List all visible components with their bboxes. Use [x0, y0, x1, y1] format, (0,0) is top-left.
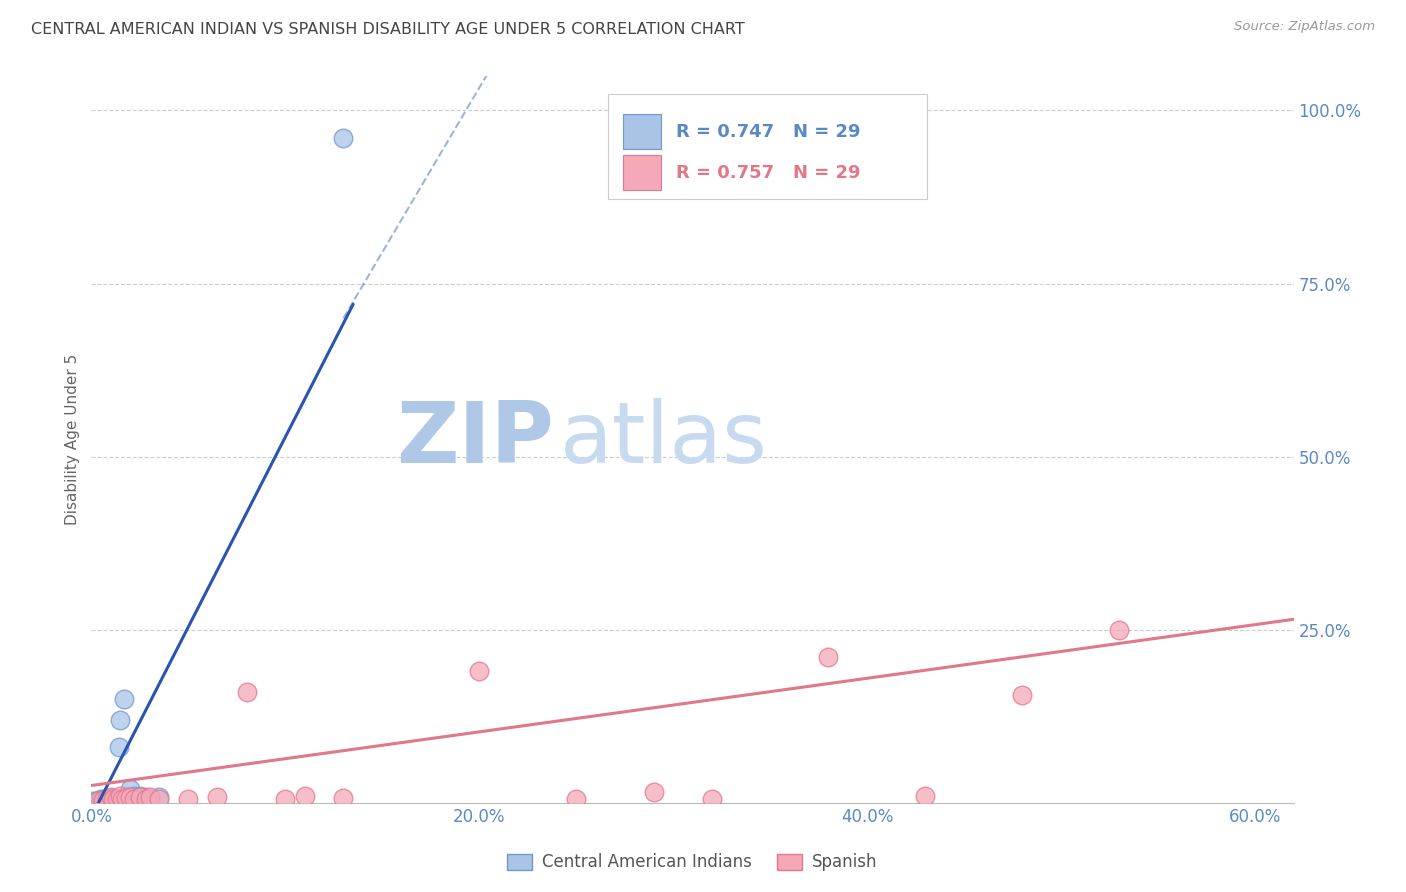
Point [101, 792, 124, 806]
Point [120, 781, 142, 796]
Point [112, 692, 135, 706]
Text: R = 0.757: R = 0.757 [676, 163, 773, 181]
Point [817, 650, 839, 665]
Point [643, 785, 665, 799]
Point [468, 665, 491, 679]
Point [332, 131, 354, 145]
Point [294, 789, 316, 803]
Point [110, 789, 132, 803]
Point [100, 793, 122, 807]
Point [138, 790, 160, 805]
Point [86, 794, 108, 808]
Point [111, 792, 134, 806]
Point [101, 791, 124, 805]
Point [122, 789, 145, 803]
Point [1108, 623, 1130, 637]
Point [122, 792, 145, 806]
Bar [623, 155, 661, 190]
Point [91, 793, 114, 807]
Point [90, 793, 112, 807]
Point [94, 792, 117, 806]
Point [177, 792, 200, 806]
Text: atlas: atlas [560, 398, 768, 481]
Text: N = 29: N = 29 [793, 123, 860, 141]
Point [96, 793, 118, 807]
Point [100, 791, 122, 805]
Point [101, 792, 124, 806]
Y-axis label: Disability Age Under 5: Disability Age Under 5 [65, 354, 80, 524]
Point [1011, 689, 1033, 703]
Point [914, 789, 936, 803]
FancyBboxPatch shape [609, 94, 927, 200]
Text: R = 0.747: R = 0.747 [676, 123, 773, 141]
Point [94, 791, 117, 805]
Point [96, 792, 118, 806]
Point [90, 792, 112, 806]
Point [135, 792, 157, 806]
Point [148, 790, 170, 805]
Text: N = 29: N = 29 [793, 163, 860, 181]
Text: CENTRAL AMERICAN INDIAN VS SPANISH DISABILITY AGE UNDER 5 CORRELATION CHART: CENTRAL AMERICAN INDIAN VS SPANISH DISAB… [31, 22, 745, 37]
Bar [623, 114, 661, 149]
Point [107, 740, 129, 755]
Point [105, 791, 128, 805]
Point [565, 792, 588, 806]
Point [91, 793, 114, 807]
Point [700, 792, 723, 806]
Point [332, 791, 354, 805]
Point [135, 790, 157, 805]
Point [148, 792, 170, 806]
Point [97, 792, 120, 806]
Legend: Central American Indians, Spanish: Central American Indians, Spanish [501, 847, 884, 878]
Point [235, 685, 257, 699]
Point [115, 791, 138, 805]
Point [82, 794, 104, 808]
Text: ZIP: ZIP [396, 398, 554, 481]
Point [128, 789, 150, 803]
Point [100, 790, 122, 805]
Point [97, 791, 120, 805]
Point [274, 792, 297, 806]
Point [115, 789, 138, 803]
Point [104, 791, 127, 805]
Point [96, 792, 118, 806]
Point [207, 790, 229, 805]
Text: Source: ZipAtlas.com: Source: ZipAtlas.com [1234, 20, 1375, 33]
Point [111, 792, 134, 806]
Point [105, 792, 128, 806]
Point [110, 713, 132, 727]
Point [89, 793, 111, 807]
Point [120, 790, 142, 805]
Point [86, 794, 108, 808]
Point [128, 789, 150, 804]
